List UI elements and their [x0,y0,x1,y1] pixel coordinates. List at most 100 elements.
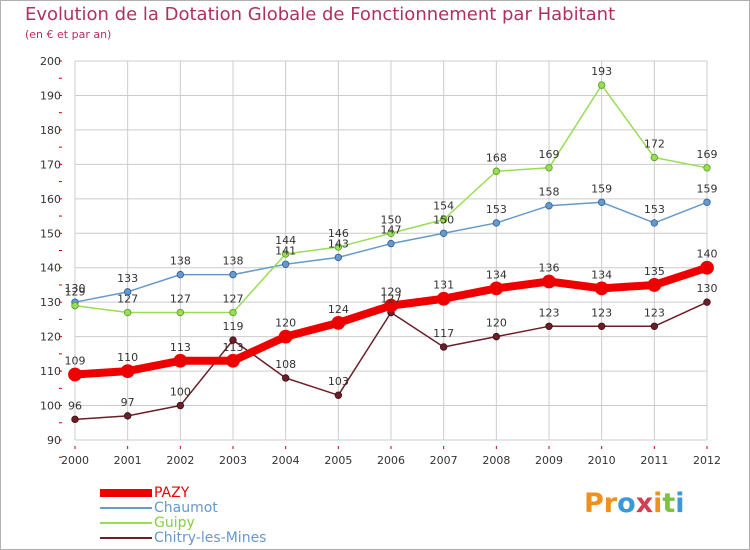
legend-label-chitry: Chitry-les-Mines [154,530,267,546]
data-label-guipy: 146 [328,227,349,240]
data-point-pazy [700,260,714,275]
data-point-pazy [594,281,609,296]
y-tick-label: 140 [40,262,61,275]
data-label-pazy: 113 [223,341,244,354]
data-point-chaumot [334,253,343,262]
y-tick-label: 150 [40,227,61,240]
data-label-guipy: 169 [539,148,560,161]
data-label-chitry: 123 [644,306,665,319]
data-point-pazy [278,329,293,344]
data-point-chitry [123,412,132,420]
logo-letter: o [617,488,636,519]
data-point-chitry [650,322,659,330]
data-label-guipy: 169 [697,148,718,161]
data-label-guipy: 127 [223,293,244,306]
data-point-pazy [489,281,504,296]
data-point-guipy [176,308,185,317]
data-label-chaumot: 138 [223,255,244,268]
data-point-chaumot [597,198,606,206]
data-point-pazy [647,278,662,292]
data-point-chitry [281,374,290,382]
data-point-guipy [123,308,132,317]
data-label-chaumot: 159 [697,182,718,195]
data-label-pazy: 131 [433,279,454,292]
y-tick-label: 130 [40,296,61,309]
data-label-pazy: 134 [591,268,612,281]
data-point-chaumot [123,288,132,296]
chart-subtitle: (en € et par an) [25,28,112,41]
x-tick-label: 2005 [324,454,352,467]
legend-label-guipy: Guipy [154,515,195,531]
data-label-chitry: 117 [433,327,454,340]
data-label-pazy: 136 [539,262,560,275]
data-point-pazy [226,353,240,368]
data-point-chaumot [229,270,237,279]
y-tick-label: 200 [40,55,61,68]
x-tick-label: 2003 [219,454,247,467]
data-label-pazy: 124 [328,303,349,316]
data-label-guipy: 127 [117,293,138,306]
legend-swatch-guipy [100,522,152,524]
data-point-chitry [703,298,711,306]
data-point-pazy [331,315,346,330]
data-label-chaumot: 153 [644,203,665,216]
y-tick-label: 180 [40,124,61,137]
data-point-pazy [384,298,398,313]
data-point-chitry [71,415,79,424]
data-point-pazy [542,274,556,289]
data-point-chitry [545,322,553,330]
data-label-guipy: 172 [644,137,665,150]
data-label-chaumot: 159 [591,182,612,195]
data-point-chaumot [281,260,290,268]
y-tick-label: 90 [47,434,61,447]
data-point-guipy [597,81,606,89]
data-point-guipy [703,164,711,172]
data-label-pazy: 120 [275,317,296,330]
data-point-guipy [439,215,448,224]
x-tick-label: 2002 [166,454,194,467]
data-label-chaumot: 153 [486,203,507,216]
data-label-chitry: 127 [381,293,402,306]
data-label-guipy: 193 [591,65,612,78]
y-tick-label: 110 [40,365,61,378]
data-label-chitry: 103 [328,375,349,388]
data-point-guipy [650,153,659,162]
data-point-guipy [71,301,79,310]
data-label-chitry: 97 [121,396,135,409]
data-label-chaumot: 130 [65,282,86,295]
legend-swatch-chitry [100,537,152,539]
logo-letter: x [635,488,654,519]
data-label-pazy: 140 [697,248,718,261]
x-tick-label: 2006 [377,454,405,467]
x-tick-label: 2001 [114,454,142,467]
data-label-chitry: 120 [486,317,507,330]
data-point-guipy [334,243,343,251]
data-point-chaumot [439,229,448,237]
proxiti-logo: Proxiti [584,488,685,519]
data-point-pazy [120,364,135,378]
y-tick-label: 120 [40,331,61,344]
x-tick-label: 2011 [640,454,668,467]
data-label-pazy: 113 [170,341,191,354]
data-label-chitry: 108 [275,358,296,371]
legend-label-chaumot: Chaumot [154,500,218,516]
data-label-chaumot: 143 [328,237,349,250]
data-point-pazy [436,291,451,306]
data-label-guipy: 154 [433,199,454,212]
logo-letter: i [653,488,663,519]
legend-swatch-pazy [100,489,152,497]
data-label-chaumot: 133 [117,272,138,285]
chart-title: Evolution de la Dotation Globale de Fonc… [25,4,616,25]
data-point-chaumot [387,239,395,248]
data-label-guipy: 168 [486,151,507,164]
legend-label-pazy: PAZY [154,485,190,501]
data-label-guipy: 127 [170,293,191,306]
data-point-chaumot [492,219,501,227]
logo-letter: t [662,488,676,519]
data-label-pazy: 110 [117,351,138,364]
data-point-guipy [545,164,553,172]
y-tick-label: 160 [40,193,61,206]
data-label-pazy: 135 [644,265,665,278]
